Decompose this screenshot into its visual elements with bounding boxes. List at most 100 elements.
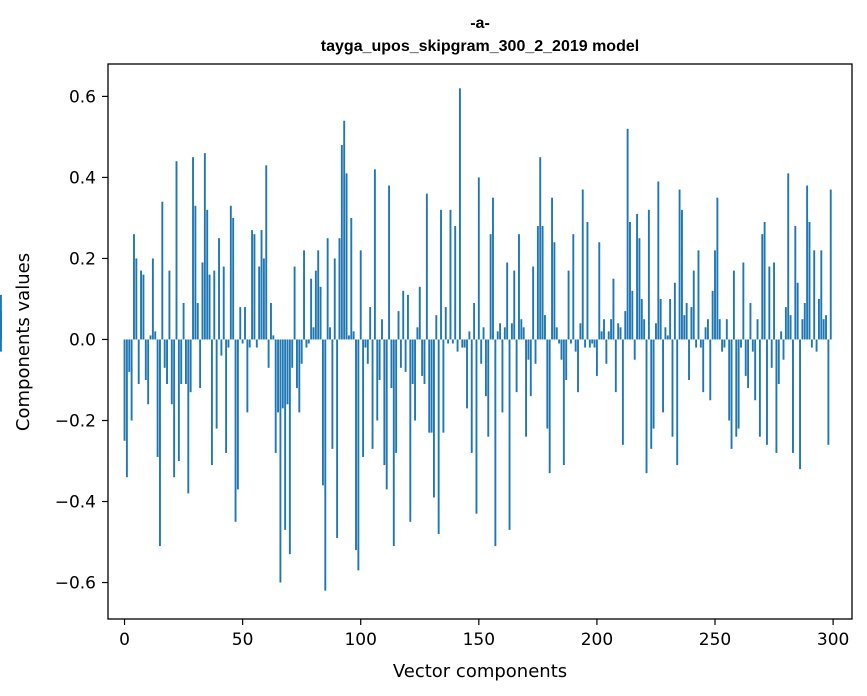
bar-10: [147, 339, 150, 405]
bar-147: [470, 339, 473, 453]
bar-232: [671, 339, 674, 437]
bar-144: [463, 339, 466, 348]
bar-182: [553, 242, 556, 340]
bar-71: [291, 339, 294, 368]
bar-82: [317, 250, 320, 340]
bar-146: [468, 331, 471, 340]
bar-56: [255, 339, 258, 348]
bar-120: [407, 294, 409, 340]
bar-241: [692, 270, 695, 340]
bar-102: [364, 339, 367, 348]
bar-279: [782, 339, 785, 360]
bar-278: [780, 331, 783, 340]
bar-14: [156, 339, 159, 457]
y-tick-label: 0.0: [69, 330, 96, 350]
x-tick-label: 150: [463, 630, 495, 650]
bar-80: [312, 327, 315, 340]
bar-20: [170, 339, 173, 405]
bar-53: [248, 339, 251, 348]
bar-231: [669, 298, 672, 340]
bar-85: [324, 339, 327, 591]
bar-213: [626, 128, 629, 340]
bar-175: [536, 226, 539, 340]
bar-0: [123, 339, 126, 441]
bar-159: [499, 323, 502, 340]
bar-139: [451, 339, 454, 344]
bar-215: [631, 290, 634, 340]
bar-79: [310, 278, 313, 340]
bar-83: [319, 286, 322, 340]
bar-220: [643, 319, 646, 340]
bar-undefined: [0, 311, 2, 340]
bar-211: [621, 339, 624, 445]
bar-107: [376, 339, 379, 421]
bar-109: [381, 319, 383, 340]
bar-224: [652, 339, 655, 429]
bar-115: [395, 339, 398, 453]
bar-266: [751, 339, 754, 352]
bar-63: [272, 335, 275, 340]
bar-268: [756, 319, 759, 340]
bar-219: [640, 298, 643, 340]
bar-196: [586, 221, 589, 340]
bar-296: [822, 319, 825, 340]
bar-119: [404, 339, 407, 372]
bar-201: [598, 242, 601, 340]
bar-167: [518, 234, 520, 340]
bar-273: [768, 266, 771, 340]
bar-256: [728, 339, 731, 421]
bar-285: [796, 282, 799, 340]
bar-170: [525, 339, 527, 437]
bar-62: [270, 303, 272, 340]
plot-frame: [107, 63, 853, 620]
bar-259: [735, 339, 738, 437]
bar-99: [357, 339, 360, 571]
bar-208: [614, 339, 617, 393]
bar-222: [647, 209, 650, 340]
bar-59: [262, 258, 265, 340]
bar-2: [128, 339, 131, 372]
bar-126: [421, 339, 424, 376]
bar-123: [414, 339, 416, 421]
bar-24: [180, 339, 183, 385]
bar-40: [218, 238, 220, 340]
bar-189: [569, 339, 572, 344]
y-axis-label: Components values: [13, 253, 34, 431]
chart-title: -a-: [470, 15, 490, 32]
bar-116: [397, 311, 400, 340]
bar-198: [591, 339, 594, 344]
y-tick-label: 0.2: [69, 249, 96, 269]
bar-195: [584, 339, 587, 348]
bar-229: [664, 327, 667, 340]
bar-291: [810, 339, 813, 348]
bar-186: [562, 339, 565, 466]
bar-152: [482, 327, 485, 340]
x-tick-label: 200: [581, 630, 613, 650]
bar-242: [695, 339, 698, 348]
bar-178: [544, 315, 546, 340]
bar-49: [239, 307, 242, 340]
bar-269: [758, 339, 761, 437]
bar-47: [234, 339, 237, 522]
bar-45: [229, 205, 232, 340]
bar-204: [605, 339, 608, 364]
bar-78: [307, 339, 310, 344]
bar-174: [534, 339, 537, 364]
x-tick-label: 100: [344, 630, 376, 650]
x-tick-label: 250: [699, 630, 731, 650]
bar-154: [487, 339, 490, 437]
bar-225: [655, 323, 657, 340]
bar-153: [484, 339, 487, 397]
bar-136: [444, 307, 447, 340]
bar-96: [350, 217, 353, 340]
bar-19: [168, 270, 171, 340]
bar-70: [288, 339, 291, 555]
bar-91: [338, 238, 341, 340]
bar-202: [600, 331, 603, 340]
bar-197: [588, 339, 591, 348]
bar-43: [225, 339, 228, 453]
bar-275: [773, 262, 775, 340]
bar-106: [373, 169, 376, 340]
bar-203: [603, 319, 605, 340]
